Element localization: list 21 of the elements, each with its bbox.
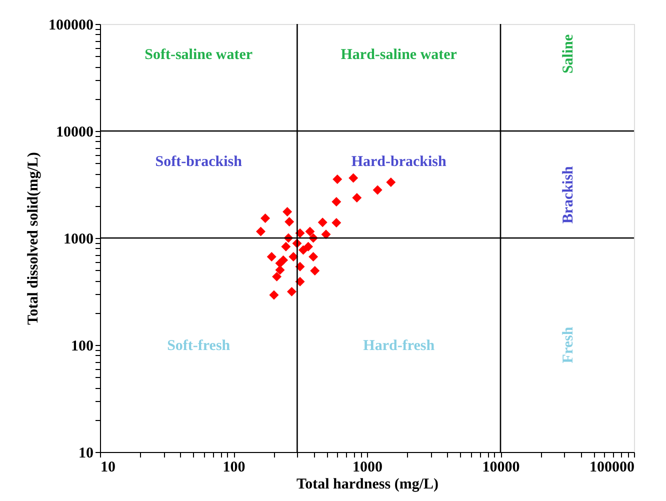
annotation: Soft-brackish xyxy=(155,154,243,170)
x-axis-title: Total hardness (mg/L) xyxy=(296,476,438,492)
x-tick-label: 100 xyxy=(222,460,246,476)
y-tick-label: 10 xyxy=(78,446,94,462)
y-tick-label: 100 xyxy=(71,338,94,354)
x-tick-label: 1000 xyxy=(352,460,382,476)
annotation: Saline xyxy=(560,34,576,74)
annotation: Soft-fresh xyxy=(167,338,231,354)
x-tick-label: 10000 xyxy=(482,460,520,476)
annotation: Brackish xyxy=(560,165,576,224)
y-axis-title: Total dissolved solid(mg/L) xyxy=(26,152,42,325)
annotation: Hard-fresh xyxy=(363,338,436,354)
y-tick-label: 10000 xyxy=(56,124,94,140)
annotation: Hard-saline water xyxy=(340,46,458,63)
annotation: Fresh xyxy=(560,326,576,364)
x-tick-label: 10 xyxy=(100,460,116,476)
y-tick-label: 1000 xyxy=(64,232,94,248)
x-tick-label: 100000 xyxy=(590,460,634,476)
annotation: Hard-brackish xyxy=(351,154,448,170)
y-tick-label: 100000 xyxy=(48,18,94,34)
annotation: Soft-saline water xyxy=(144,46,253,63)
